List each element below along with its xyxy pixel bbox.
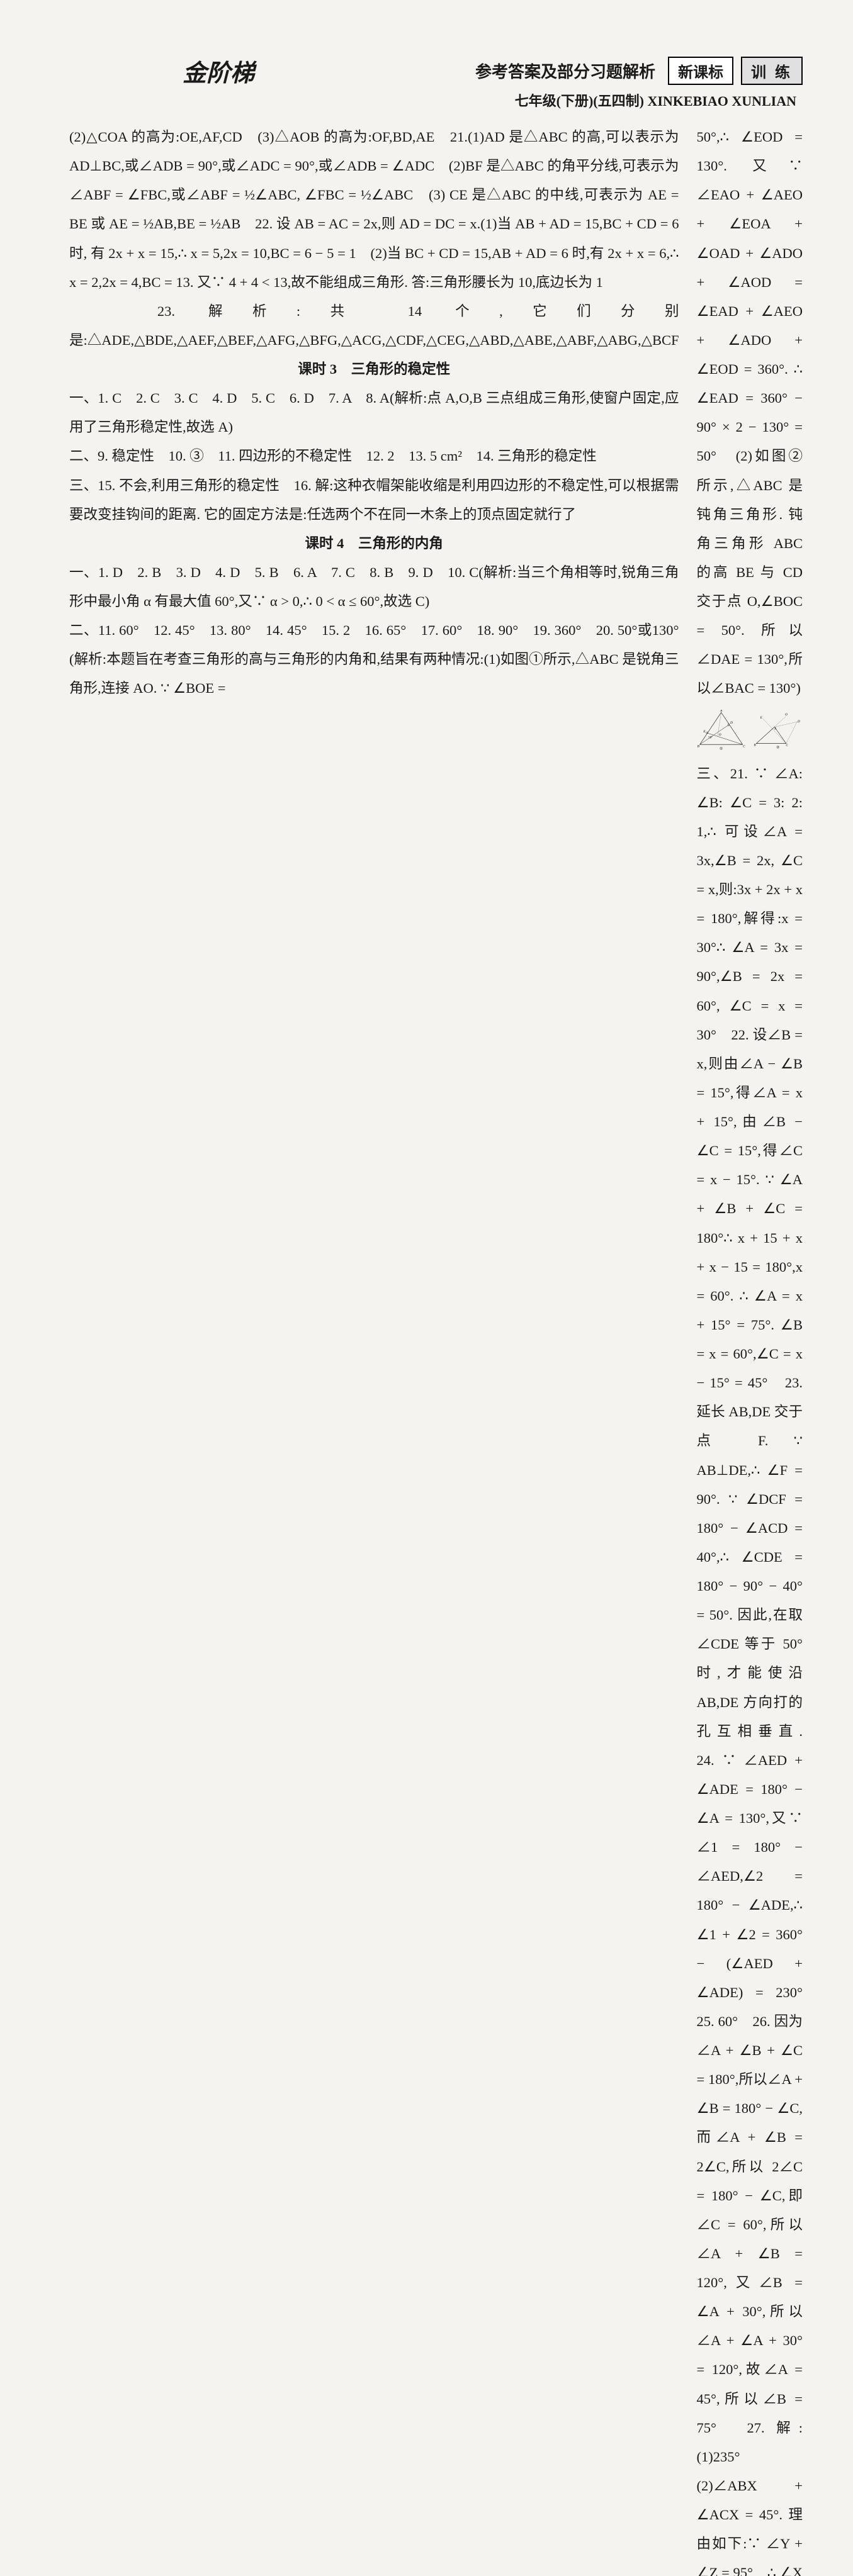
- right-para-2: 三、21. ∵ ∠A: ∠B: ∠C = 3: 2: 1,∴ 可设∠A = 3x…: [696, 759, 803, 2576]
- fig1-label-B: B: [698, 744, 700, 748]
- left-para-4: 二、9. 稳定性 10. ③ 11. 四边形的不稳定性 12. 2 13. 5 …: [69, 442, 679, 471]
- content-columns: (2)△COA 的高为:OE,AF,CD (3)△AOB 的高为:OF,BD,A…: [69, 123, 803, 2576]
- left-para-5: 三、15. 不会,利用三角形的稳定性 16. 解:这种衣帽架能收缩是利用四边形的…: [69, 471, 679, 529]
- figure-1: A B C D E O 50° ①: [696, 710, 746, 751]
- fig1-angle: 50°: [709, 736, 713, 739]
- right-para-1: 50°,∴ ∠EOD = 130°. 又∵ ∠EAO + ∠AEO + ∠EOA…: [696, 123, 803, 703]
- section-3-title: 课时 3 三角形的稳定性: [69, 355, 679, 384]
- figure-2: A B C D E O ②: [753, 710, 803, 751]
- left-column: (2)△COA 的高为:OE,AF,CD (3)△AOB 的高为:OF,BD,A…: [69, 123, 679, 2576]
- left-para-6: 一、1. D 2. B 3. D 4. D 5. B 6. A 7. C 8. …: [69, 558, 679, 616]
- left-para-1: (2)△COA 的高为:OE,AF,CD (3)△AOB 的高为:OF,BD,A…: [69, 123, 679, 297]
- left-para-2: 23. 解析:共 14 个,它们分别是:△ADE,△BDE,△AEF,△BEF,…: [69, 297, 679, 355]
- figures-row: A B C D E O 50° ① A B C: [696, 710, 803, 751]
- header-badge-2: 训 练: [741, 57, 803, 85]
- fig1-num: ①: [720, 746, 723, 750]
- left-para-7: 二、11. 60° 12. 45° 13. 80° 14. 45° 15. 2 …: [69, 616, 679, 703]
- header-badge-1: 新课标: [668, 57, 733, 85]
- fig2-label-B: B: [754, 743, 756, 747]
- fig2-label-C: C: [786, 744, 788, 748]
- fig1-label-A: A: [720, 710, 723, 713]
- fig1-label-O: O: [719, 733, 721, 737]
- fig1-label-C: C: [743, 744, 745, 748]
- left-para-3: 一、1. C 2. C 3. C 4. D 5. C 6. D 7. A 8. …: [69, 384, 679, 442]
- fig2-label-D: D: [797, 719, 800, 723]
- section-4-title: 课时 4 三角形的内角: [69, 529, 679, 558]
- fig2-label-O: O: [785, 712, 788, 716]
- brand-logo: 金阶梯: [183, 53, 254, 88]
- header-title: 参考答案及部分习题解析: [475, 59, 655, 82]
- fig2-label-E: E: [759, 716, 762, 720]
- page-header: 参考答案及部分习题解析 新课标 训 练: [69, 57, 803, 85]
- subheader: 七年级(下册)(五四制) XINKEBIAO XUNLIAN: [69, 90, 803, 110]
- fig2-num: ②: [776, 745, 779, 749]
- fig1-label-D: D: [730, 721, 733, 725]
- right-column: 50°,∴ ∠EOD = 130°. 又∵ ∠EAO + ∠AEO + ∠EOA…: [696, 123, 803, 2576]
- fig1-label-E: E: [703, 730, 706, 734]
